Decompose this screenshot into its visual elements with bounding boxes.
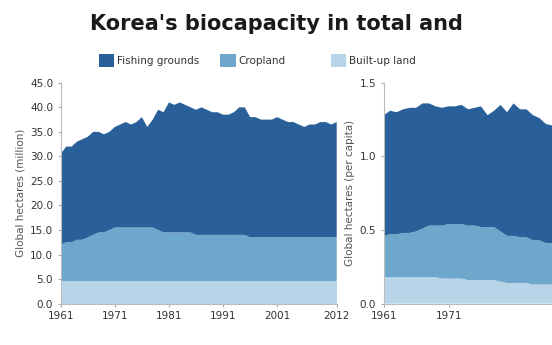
Text: Cropland: Cropland bbox=[238, 56, 285, 66]
Y-axis label: Global hectares (per capita): Global hectares (per capita) bbox=[345, 120, 355, 266]
Y-axis label: Global hectares (million): Global hectares (million) bbox=[16, 129, 26, 257]
Text: Built-up land: Built-up land bbox=[349, 56, 416, 66]
Text: Fishing grounds: Fishing grounds bbox=[117, 56, 199, 66]
Text: Korea's biocapacity in total and: Korea's biocapacity in total and bbox=[89, 14, 463, 34]
